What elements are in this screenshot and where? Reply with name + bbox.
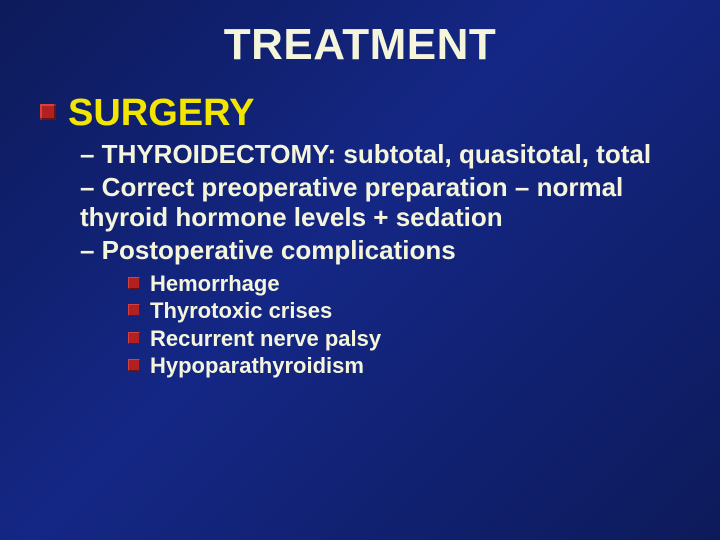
level3-item: Hemorrhage [128, 270, 680, 298]
slide-body: SURGERY – THYROIDECTOMY: subtotal, quasi… [0, 70, 720, 380]
level3-text: Hemorrhage [150, 271, 280, 296]
level3-text: Hypoparathyroidism [150, 353, 364, 378]
level2-item: – THYROIDECTOMY: subtotal, quasitotal, t… [80, 139, 680, 170]
level2-list: – THYROIDECTOMY: subtotal, quasitotal, t… [40, 139, 680, 266]
level3-item: Thyrotoxic crises [128, 297, 680, 325]
level3-item: Recurrent nerve palsy [128, 325, 680, 353]
level3-text: Thyrotoxic crises [150, 298, 332, 323]
level3-text: Recurrent nerve palsy [150, 326, 381, 351]
square-bullet-icon [40, 104, 56, 120]
square-bullet-icon [128, 332, 140, 344]
level1-item: SURGERY [40, 92, 680, 135]
square-bullet-icon [128, 359, 140, 371]
slide-title: TREATMENT [0, 0, 720, 70]
level3-list: Hemorrhage Thyrotoxic crises Recurrent n… [40, 270, 680, 380]
level2-item: – Postoperative complications [80, 235, 680, 266]
level1-text: SURGERY [68, 92, 255, 134]
level3-item: Hypoparathyroidism [128, 352, 680, 380]
level2-item: – Correct preoperative preparation – nor… [80, 172, 680, 233]
square-bullet-icon [128, 304, 140, 316]
slide: TREATMENT SURGERY – THYROIDECTOMY: subto… [0, 0, 720, 540]
square-bullet-icon [128, 277, 140, 289]
